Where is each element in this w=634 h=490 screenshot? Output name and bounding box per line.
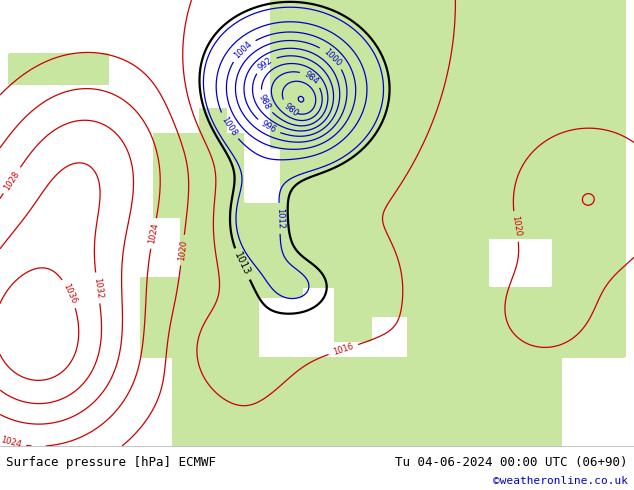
Text: 992: 992 bbox=[256, 56, 275, 73]
Text: 1028: 1028 bbox=[3, 169, 22, 192]
Text: 1036: 1036 bbox=[61, 282, 79, 305]
Text: 1020: 1020 bbox=[510, 216, 522, 238]
Text: 1000: 1000 bbox=[321, 47, 343, 68]
Text: 1024: 1024 bbox=[0, 436, 22, 449]
Text: 984: 984 bbox=[302, 70, 320, 86]
Text: 1013: 1013 bbox=[232, 251, 252, 277]
Text: 980: 980 bbox=[281, 101, 300, 119]
Text: Surface pressure [hPa] ECMWF: Surface pressure [hPa] ECMWF bbox=[6, 456, 216, 469]
Text: ©weatheronline.co.uk: ©weatheronline.co.uk bbox=[493, 476, 628, 487]
Text: 1004: 1004 bbox=[233, 39, 254, 60]
Text: 1008: 1008 bbox=[219, 115, 238, 138]
Text: 1032: 1032 bbox=[92, 277, 103, 299]
Text: Tu 04-06-2024 00:00 UTC (06+90): Tu 04-06-2024 00:00 UTC (06+90) bbox=[395, 456, 628, 469]
Text: 1016: 1016 bbox=[332, 342, 355, 357]
Text: 988: 988 bbox=[257, 93, 272, 111]
Text: 1020: 1020 bbox=[177, 239, 188, 261]
Text: 996: 996 bbox=[259, 119, 278, 135]
Text: 1024: 1024 bbox=[147, 222, 160, 245]
Text: 1012: 1012 bbox=[275, 208, 285, 229]
